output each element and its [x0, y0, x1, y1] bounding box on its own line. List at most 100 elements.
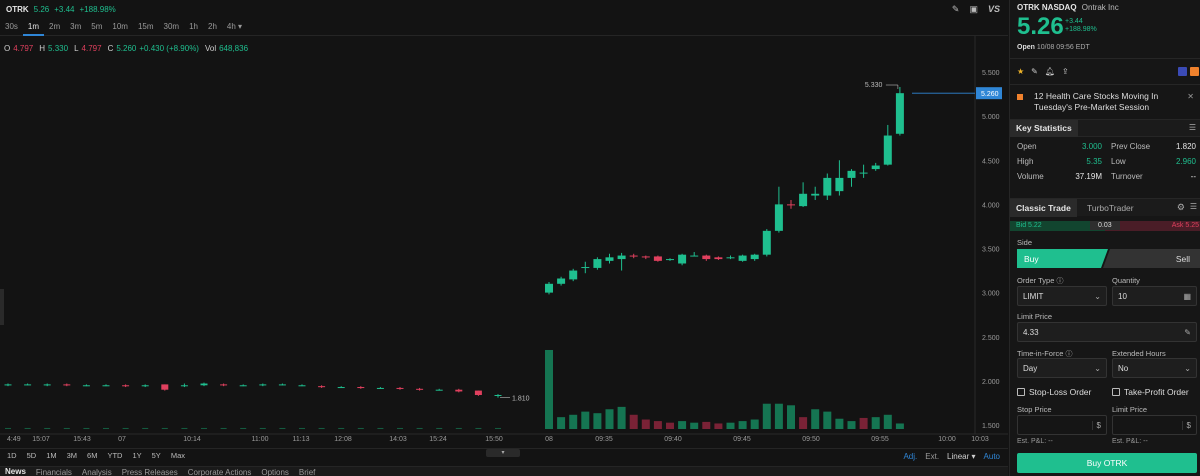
share-icon[interactable]: ⇪: [1062, 67, 1069, 76]
bottom-tab-5[interactable]: Options: [261, 467, 289, 476]
range-3[interactable]: 3M: [66, 450, 78, 460]
timeframe-10[interactable]: 4h ▾: [226, 21, 243, 31]
sell-side-button[interactable]: Sell: [1175, 254, 1190, 264]
vs-icon[interactable]: VS: [987, 4, 1000, 14]
range-1[interactable]: 5D: [26, 450, 37, 460]
pencil-icon[interactable]: ✎: [951, 3, 960, 14]
range-8[interactable]: Max: [170, 450, 185, 460]
timeframe-6[interactable]: 15m: [137, 21, 154, 31]
volume-bar: [377, 427, 384, 429]
timeframe-7[interactable]: 30m: [163, 21, 180, 31]
submit-buy-button[interactable]: Buy OTRK: [1017, 453, 1197, 473]
timeframe-2[interactable]: 2m: [49, 21, 61, 31]
dollar-icon[interactable]: $: [1091, 420, 1101, 430]
ask-price[interactable]: Ask 5.25: [1171, 222, 1199, 229]
adj-toggle[interactable]: Adj.: [903, 451, 918, 461]
tab-turbotrader[interactable]: TurboTrader: [1087, 203, 1134, 213]
pencil-icon[interactable]: ✎: [1184, 327, 1191, 337]
volume-bar: [161, 427, 168, 429]
take-profit-checkbox[interactable]: Take-Profit Order: [1112, 387, 1189, 397]
limit-price-value: 4.33: [1023, 327, 1039, 337]
volume-bar: [299, 427, 305, 429]
quantity-input[interactable]: 10 ▦: [1112, 286, 1197, 306]
timeframe-4[interactable]: 5m: [91, 21, 103, 31]
volume-bar: [338, 427, 345, 429]
ext-hours-select[interactable]: No ⌄: [1112, 358, 1197, 378]
timeframe-8[interactable]: 1h: [189, 21, 198, 31]
timeframe-3[interactable]: 3m: [70, 21, 82, 31]
order-type-select[interactable]: LIMIT ⌄: [1017, 286, 1107, 306]
limit-price2-input[interactable]: $: [1112, 415, 1197, 435]
ohlc-vol-label: Vol: [204, 43, 217, 53]
volume-bar: [593, 413, 602, 429]
stat-value: 2.960: [1175, 157, 1196, 166]
scale-select[interactable]: Linear ▾: [947, 451, 976, 461]
range-7[interactable]: 5Y: [151, 450, 161, 460]
image-icon[interactable]: ▣: [969, 3, 978, 14]
candle-body: [278, 384, 286, 386]
volume-bar: [279, 427, 286, 429]
volume-bar: [605, 409, 614, 429]
stat-label: Volume: [1017, 172, 1044, 181]
tab-key-statistics[interactable]: Key Statistics: [1010, 120, 1078, 137]
trade-tabs: Classic Trade TurboTrader ⚙ ☰: [1010, 198, 1200, 217]
alert-mode-icon[interactable]: [1190, 67, 1199, 76]
side-toggle: [1017, 249, 1200, 268]
range-2[interactable]: 1M: [46, 450, 57, 460]
range-6[interactable]: 1Y: [132, 450, 142, 460]
stop-price-input[interactable]: $: [1017, 415, 1107, 435]
timeframe-0[interactable]: 30s: [5, 21, 18, 31]
ext-toggle[interactable]: Ext.: [925, 451, 940, 461]
candle-body: [738, 255, 747, 261]
gear-icon[interactable]: ⚙: [1176, 202, 1185, 212]
stat-value: 3.000: [1081, 142, 1102, 151]
tif-select[interactable]: Day ⌄: [1017, 358, 1107, 378]
collapse-handle[interactable]: ▾: [486, 449, 520, 457]
buy-side-button[interactable]: Buy: [1024, 254, 1039, 264]
bottom-tab-4[interactable]: Corporate Actions: [187, 467, 252, 476]
volume-bar: [24, 427, 31, 429]
header-symbol: OTRK: [6, 4, 29, 14]
limit-price-input[interactable]: 4.33 ✎: [1017, 322, 1197, 342]
stop-loss-checkbox[interactable]: Stop-Loss Order: [1017, 387, 1091, 397]
x-tick-label: 09:50: [802, 436, 820, 443]
key-stats-table: Open 3.000 Prev Close 1.820 High 5.35 Low 2.960…: [1017, 142, 1198, 187]
auto-toggle[interactable]: Auto: [983, 451, 1000, 461]
info-icon[interactable]: ⓘ: [1065, 351, 1073, 358]
ohlc-line: O 4.797 H 5.330 L 4.797 C 5.260 +0.430 (+8.9…: [4, 42, 248, 54]
bottom-tab-1[interactable]: Financials: [35, 467, 72, 476]
candle-body: [641, 256, 650, 258]
price-chart[interactable]: 5.500 5.000 4.500 4.000 3.500 3.000 2.500 2.000…: [0, 36, 1008, 446]
bottom-tab-3[interactable]: Press Releases: [121, 467, 178, 476]
timeframe-5[interactable]: 10m: [112, 21, 128, 31]
x-tick-label: 09:45: [733, 436, 751, 443]
volume-bar: [397, 427, 403, 429]
calculator-icon[interactable]: ▦: [1183, 291, 1191, 301]
star-icon[interactable]: ★: [1017, 67, 1025, 76]
timeframe-9[interactable]: 2h: [208, 21, 217, 31]
range-4[interactable]: 6M: [87, 450, 98, 460]
news-headline[interactable]: 12 Health Care Stocks Moving In Tuesday'…: [1034, 91, 1159, 112]
tab-classic-trade[interactable]: Classic Trade: [1010, 199, 1077, 217]
bottom-tab-0[interactable]: News: [0, 466, 31, 476]
dollar-icon[interactable]: $: [1181, 420, 1191, 430]
pencil-icon[interactable]: ✎: [1031, 67, 1038, 76]
range-0[interactable]: 1D: [7, 450, 17, 460]
bottom-tab-6[interactable]: Brief: [298, 467, 316, 476]
x-tick-label: 14:03: [389, 436, 407, 443]
bottom-tab-2[interactable]: Analysis: [81, 467, 112, 476]
timeframe-1[interactable]: 1m: [22, 18, 45, 36]
bid-price[interactable]: Bid 5.22: [1016, 222, 1042, 229]
menu-icon[interactable]: ☰: [1188, 123, 1196, 132]
x-tick-label: 10:03: [971, 436, 989, 443]
close-icon[interactable]: ✕: [1187, 92, 1194, 101]
range-5[interactable]: YTD: [107, 450, 123, 460]
last-price-tag: [976, 87, 1002, 100]
menu-icon[interactable]: ☰: [1189, 202, 1197, 211]
candle-body: [799, 193, 808, 207]
bell-icon[interactable]: 🔔︎: [1044, 67, 1056, 76]
info-icon[interactable]: ⓘ: [1056, 278, 1064, 285]
candle-body: [835, 177, 844, 192]
chart-mode-icon[interactable]: [1178, 67, 1187, 76]
left-drag-handle[interactable]: [0, 289, 4, 325]
